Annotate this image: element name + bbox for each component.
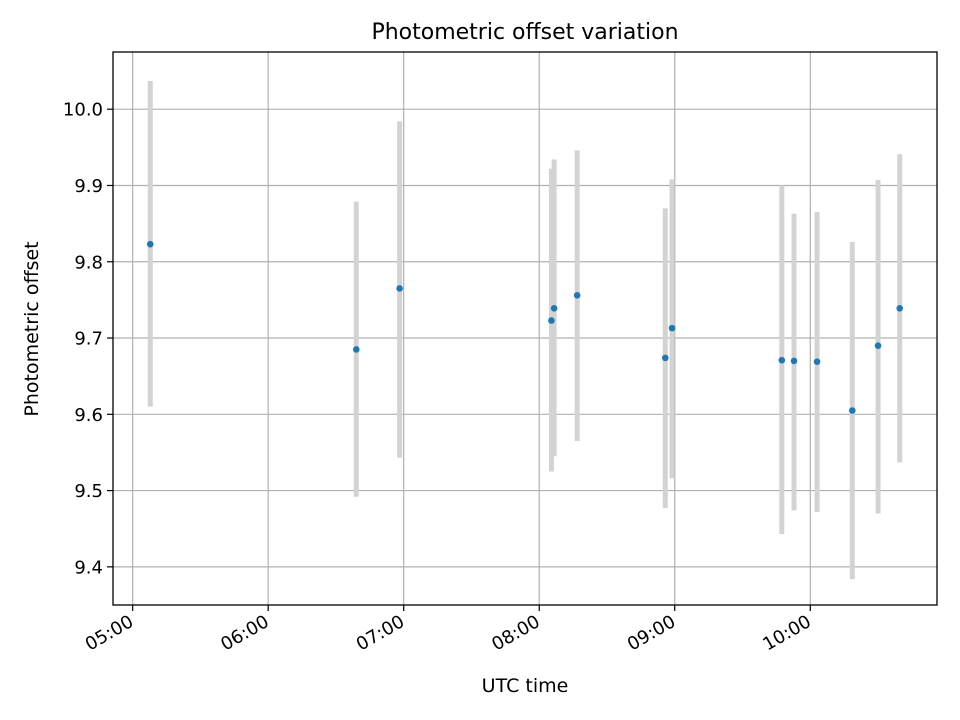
data-point — [661, 354, 669, 362]
y-tick-label: 9.6 — [74, 405, 103, 426]
data-point — [352, 346, 360, 353]
data-points — [146, 240, 904, 414]
y-tick-label: 9.9 — [74, 176, 103, 197]
y-tick-label: 9.8 — [74, 252, 103, 273]
data-point — [813, 358, 821, 365]
data-point — [550, 304, 558, 312]
y-axis-label: Photometric offset — [21, 241, 43, 416]
plot-area-frame — [112, 51, 938, 606]
data-point — [548, 317, 555, 324]
data-point — [848, 407, 856, 414]
y-tick-label: 9.7 — [74, 329, 103, 350]
grid — [113, 52, 937, 605]
y-tick-label: 10.0 — [63, 100, 103, 121]
y-tick-label: 9.5 — [74, 481, 103, 502]
chart-title: Photometric offset variation — [371, 20, 678, 45]
data-point — [778, 356, 786, 364]
data-point — [396, 285, 403, 292]
data-point — [896, 304, 904, 312]
data-point — [874, 342, 882, 349]
y-axis-ticks: 9.4 9.5 9.6 9.7 9.8 9.9 10.0 — [63, 100, 113, 578]
x-axis-label: UTC time — [482, 675, 569, 697]
data-point — [146, 240, 154, 248]
data-point — [790, 357, 798, 365]
data-point — [668, 324, 676, 332]
data-point — [573, 292, 581, 299]
y-tick-label: 9.4 — [74, 557, 103, 578]
